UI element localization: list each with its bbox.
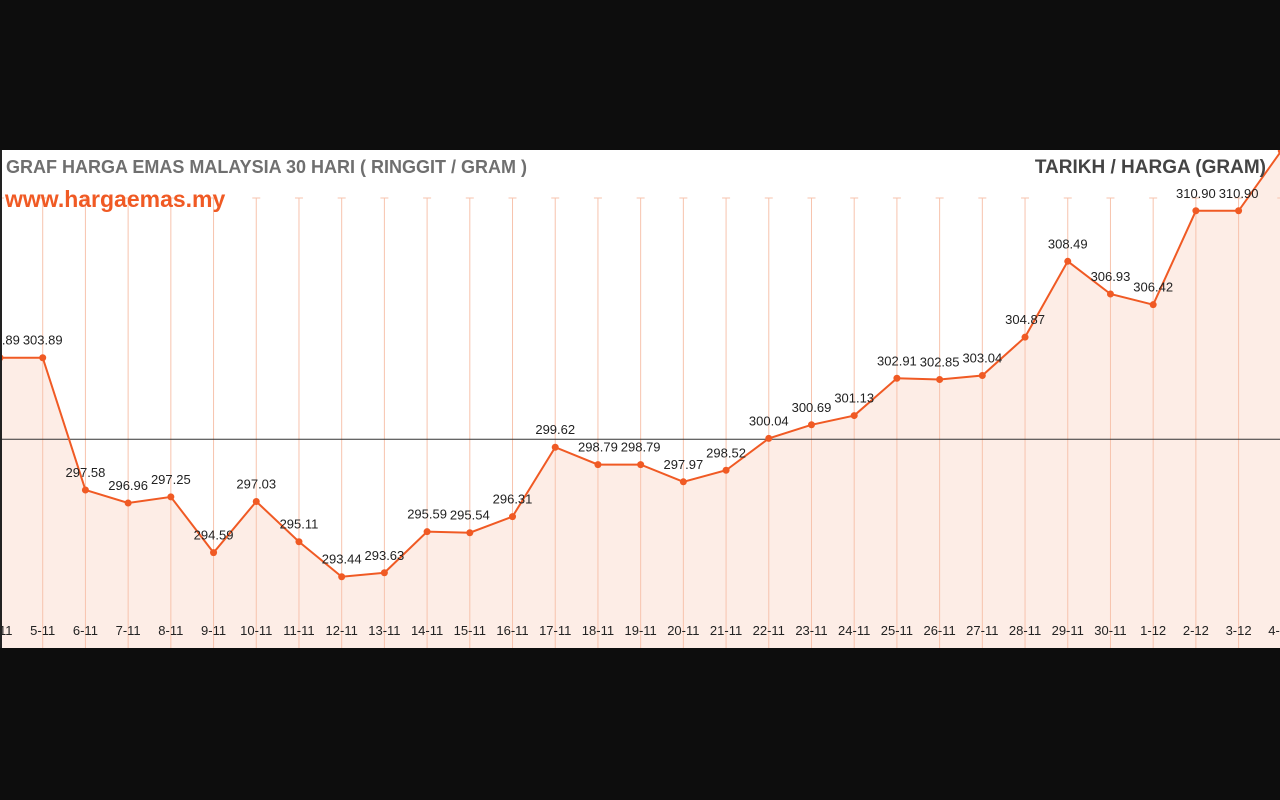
data-point xyxy=(252,497,260,505)
data-point xyxy=(637,461,645,469)
x-tick-label: 13-11 xyxy=(368,623,400,638)
data-point xyxy=(1192,207,1200,215)
data-point xyxy=(295,538,303,546)
data-label: 303.04 xyxy=(962,351,1002,366)
x-tick-label: 29-11 xyxy=(1052,623,1084,638)
line-chart: 4-11 5-11 6-11 7-11 8-11 9-11 10-11 11-11 12-11 1… xyxy=(0,150,1280,648)
data-point xyxy=(338,573,346,581)
data-label: 302.91 xyxy=(877,353,917,368)
x-tick-label: 22-11 xyxy=(753,623,785,638)
data-label: 299.62 xyxy=(535,422,575,437)
data-point xyxy=(765,434,773,442)
data-point xyxy=(1106,290,1114,298)
data-label: 302.85 xyxy=(920,355,960,370)
data-label: 295.54 xyxy=(450,508,490,523)
x-tick-label: 9-11 xyxy=(201,623,226,638)
x-tick-label: 6-11 xyxy=(73,623,98,638)
x-tick-label: 20-11 xyxy=(667,623,699,638)
x-tick-label: 3-12 xyxy=(1226,623,1252,638)
x-tick-label: 18-11 xyxy=(582,623,614,638)
data-label: 298.79 xyxy=(578,440,618,455)
x-tick-label: 15-11 xyxy=(454,623,486,638)
x-tick-label: 2-12 xyxy=(1183,623,1209,638)
x-tick-label: 23-11 xyxy=(795,623,827,638)
data-point xyxy=(893,374,901,382)
x-tick-label: 27-11 xyxy=(966,623,998,638)
area-fill xyxy=(0,152,1280,648)
x-tick-label: 4-11 xyxy=(0,623,13,638)
data-point xyxy=(423,528,431,536)
x-tick-label: 26-11 xyxy=(923,623,955,638)
x-tick-label: 5-11 xyxy=(30,623,55,638)
data-label: 294.59 xyxy=(194,528,234,543)
x-tick-label: 21-11 xyxy=(710,623,742,638)
data-point xyxy=(551,443,559,451)
data-point xyxy=(1235,207,1243,215)
data-label: 293.63 xyxy=(365,548,405,563)
x-tick-label: 30-11 xyxy=(1094,623,1126,638)
x-tick-label: 14-11 xyxy=(411,623,443,638)
x-tick-label: 4-12 xyxy=(1268,623,1280,638)
x-tick-label: 24-11 xyxy=(838,623,870,638)
data-label: 310.90 xyxy=(1219,186,1259,201)
data-point xyxy=(210,549,218,557)
chart-panel: 4-11 5-11 6-11 7-11 8-11 9-11 10-11 11-11 12-11 1… xyxy=(0,150,1280,648)
data-label: 310.90 xyxy=(1176,186,1216,201)
data-point xyxy=(39,354,47,362)
data-label: 295.59 xyxy=(407,507,447,522)
chart-title: GRAF HARGA EMAS MALAYSIA 30 HARI ( RINGG… xyxy=(6,157,528,177)
data-label: 300.04 xyxy=(749,413,789,428)
data-label: 298.52 xyxy=(706,445,746,460)
data-label: 301.13 xyxy=(834,391,874,406)
x-tick-label: 19-11 xyxy=(625,623,657,638)
data-point xyxy=(81,486,89,494)
data-label: 306.93 xyxy=(1091,269,1131,284)
data-point xyxy=(936,376,944,384)
data-label: 296.31 xyxy=(493,492,533,507)
data-point xyxy=(679,478,687,486)
data-point xyxy=(1277,150,1280,155)
data-point xyxy=(380,569,388,577)
data-point xyxy=(978,372,986,380)
data-label: 296.96 xyxy=(108,478,148,493)
x-tick-label: 8-11 xyxy=(158,623,183,638)
x-tick-label: 28-11 xyxy=(1009,623,1041,638)
data-point xyxy=(1149,301,1157,309)
data-label: 297.97 xyxy=(663,457,703,472)
legend-label: TARIKH / HARGA (GRAM) xyxy=(1034,157,1266,178)
data-point xyxy=(850,412,858,420)
data-label: 303.89 xyxy=(23,333,63,348)
x-tick-label: 17-11 xyxy=(539,623,571,638)
data-label: 297.58 xyxy=(66,465,106,480)
data-label: 304.87 xyxy=(1005,312,1045,327)
data-label: 295.11 xyxy=(280,517,319,532)
x-tick-label: 12-11 xyxy=(326,623,358,638)
data-point xyxy=(1021,333,1029,341)
data-label: 308.49 xyxy=(1048,236,1088,251)
data-label: 297.03 xyxy=(236,476,276,491)
data-label: 298.79 xyxy=(621,440,661,455)
data-point xyxy=(807,421,815,429)
website-link[interactable]: www.hargaemas.my xyxy=(5,186,226,212)
data-point xyxy=(167,493,175,501)
x-tick-label: 1-12 xyxy=(1140,623,1166,638)
data-point xyxy=(722,466,730,474)
data-label: 306.42 xyxy=(1133,280,1173,295)
x-tick-label: 25-11 xyxy=(881,623,913,638)
data-point xyxy=(1064,257,1072,265)
data-point xyxy=(466,529,474,537)
data-point xyxy=(124,499,132,507)
x-tick-label: 10-11 xyxy=(240,623,272,638)
x-tick-label: 16-11 xyxy=(496,623,528,638)
data-label: 303.89 xyxy=(0,333,20,348)
data-label: 300.69 xyxy=(792,400,832,415)
x-tick-label: 7-11 xyxy=(116,623,141,638)
data-point xyxy=(594,461,602,469)
x-tick-label: 11-11 xyxy=(283,623,314,638)
data-label: 293.44 xyxy=(322,552,362,567)
data-label: 297.25 xyxy=(151,472,191,487)
data-point xyxy=(509,513,517,521)
left-axis-border xyxy=(0,150,2,648)
